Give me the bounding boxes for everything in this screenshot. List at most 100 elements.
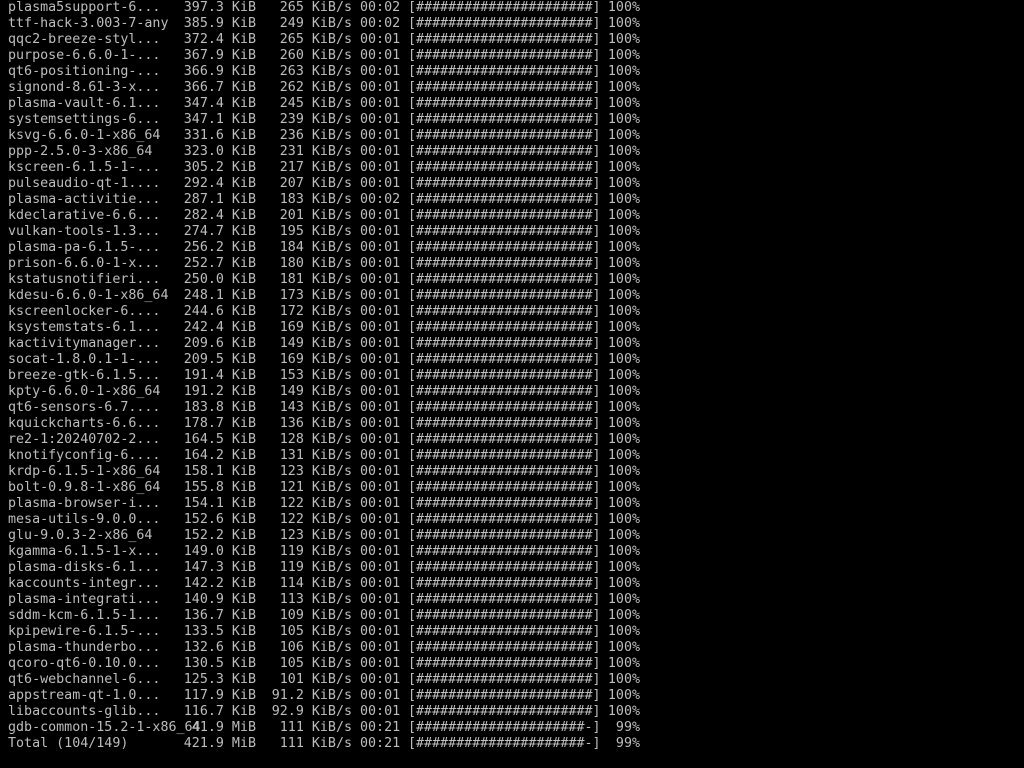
package-name: appstream-qt-1.0... [8,688,161,703]
package-name: breeze-gtk-6.1.5... [8,368,161,383]
download-size: 252.7 KiB [183,256,256,271]
progress-percent: 100% [607,288,640,303]
package-name: kgamma-6.1.5-1-x... [8,544,161,559]
download-progress-line: libaccounts-glib... 116.7 KiB 92.9 KiB/s 00… [0,704,640,720]
package-name: kaccounts-integr... [8,576,161,591]
package-name: purpose-6.6.0-1-... [8,48,161,63]
download-speed: 207 KiB/s [279,176,352,191]
download-speed: 149 KiB/s [279,384,352,399]
download-size: 116.7 KiB [183,704,256,719]
elapsed-time: 00:01 [360,368,401,383]
download-progress-line: kdeclarative-6.6... 282.4 KiB 201 KiB/s 00:… [0,208,640,224]
download-progress-line: systemsettings-6... 347.1 KiB 239 KiB/s 00:… [0,112,640,128]
download-size: 397.3 KiB [183,0,256,15]
download-speed: 109 KiB/s [279,608,352,623]
progress-bar: [######################] [408,240,601,255]
elapsed-time: 00:01 [360,176,401,191]
package-name: prison-6.6.0-1-x... [8,256,161,271]
progress-percent: 100% [607,384,640,399]
progress-percent: 100% [607,464,640,479]
download-progress-line: qt6-sensors-6.7.... 183.8 KiB 143 KiB/s 00:… [0,400,640,416]
elapsed-time: 00:01 [360,288,401,303]
elapsed-time: 00:01 [360,528,401,543]
download-progress-line: kdesu-6.6.0-1-x86_64 248.1 KiB 173 KiB/s 00… [0,288,640,304]
elapsed-time: 00:01 [360,128,401,143]
download-progress-line: breeze-gtk-6.1.5... 191.4 KiB 153 KiB/s 00:… [0,368,640,384]
progress-percent: 100% [607,112,640,127]
download-progress-line: kscreen-6.1.5-1-... 305.2 KiB 217 KiB/s 00:… [0,160,640,176]
progress-percent: 100% [607,144,640,159]
progress-percent: 100% [607,640,640,655]
download-speed: 91.2 KiB/s [271,688,352,703]
progress-percent: 100% [607,624,640,639]
download-speed: 121 KiB/s [279,480,352,495]
download-progress-line: krdp-6.1.5-1-x86_64 158.1 KiB 123 KiB/s 00:… [0,464,640,480]
download-speed: 153 KiB/s [279,368,352,383]
elapsed-time: 00:01 [360,576,401,591]
package-name: re2-1:20240702-2... [8,432,161,447]
elapsed-time: 00:01 [360,400,401,415]
progress-bar: [#####################-] [408,736,601,751]
package-name: kquickcharts-6.6... [8,416,161,431]
elapsed-time: 00:01 [360,304,401,319]
download-size: 372.4 KiB [183,32,256,47]
package-name: kstatusnotifieri... [8,272,161,287]
progress-percent: 100% [607,80,640,95]
download-size: 125.3 KiB [183,672,256,687]
progress-percent: 100% [607,32,640,47]
download-progress-line: kpipewire-6.1.5-... 133.5 KiB 105 KiB/s 00:… [0,624,640,640]
download-size: 347.1 KiB [183,112,256,127]
progress-percent: 100% [607,432,640,447]
download-size: 133.5 KiB [183,624,256,639]
progress-bar: [######################] [408,160,601,175]
download-speed: 260 KiB/s [279,48,352,63]
download-size: 366.7 KiB [183,80,256,95]
download-size: 152.2 KiB [183,528,256,543]
elapsed-time: 00:01 [360,688,401,703]
download-size: 274.7 KiB [183,224,256,239]
progress-bar: [#####################-] [408,720,601,735]
elapsed-time: 00:01 [360,272,401,287]
progress-bar: [######################] [408,576,601,591]
download-progress-line: plasma-thunderbo... 132.6 KiB 106 KiB/s 00:… [0,640,640,656]
elapsed-time: 00:01 [360,496,401,511]
download-size: 242.4 KiB [183,320,256,335]
package-name: plasma5support-6... [8,0,161,15]
elapsed-time: 00:01 [360,384,401,399]
elapsed-time: 00:01 [360,592,401,607]
progress-percent: 100% [607,352,640,367]
progress-percent: 100% [607,304,640,319]
download-speed: 113 KiB/s [279,592,352,607]
download-speed: 105 KiB/s [279,624,352,639]
package-name: systemsettings-6... [8,112,161,127]
package-name: qt6-webchannel-6... [8,672,161,687]
download-progress-line: ksystemstats-6.1... 242.4 KiB 169 KiB/s 00:… [0,320,640,336]
download-progress-line: qqc2-breeze-styl... 372.4 KiB 265 KiB/s 00:… [0,32,640,48]
progress-bar: [######################] [408,624,601,639]
progress-bar: [######################] [408,592,601,607]
download-progress-line: kaccounts-integr... 142.2 KiB 114 KiB/s 00:… [0,576,640,592]
package-name: kdesu-6.6.0-1-x86_64 [8,288,169,303]
progress-percent: 100% [607,416,640,431]
elapsed-time: 00:01 [360,704,401,719]
elapsed-time: 00:01 [360,544,401,559]
progress-percent: 100% [607,256,640,271]
download-speed: 183 KiB/s [279,192,352,207]
elapsed-time: 00:01 [360,64,401,79]
progress-bar: [######################] [408,128,601,143]
download-speed: 123 KiB/s [279,528,352,543]
download-progress-line: qt6-webchannel-6... 125.3 KiB 101 KiB/s 00:… [0,672,640,688]
package-name: glu-9.0.3-2-x86_64 [8,528,153,543]
package-name: signond-8.61-3-x... [8,80,161,95]
download-speed: 114 KiB/s [279,576,352,591]
progress-bar: [######################] [408,144,601,159]
download-speed: 173 KiB/s [279,288,352,303]
progress-percent: 100% [607,608,640,623]
elapsed-time: 00:01 [360,656,401,671]
total-progress-line: Total (104/149) 421.9 MiB 111 KiB/s 00:21 [#… [0,736,640,752]
download-speed: 105 KiB/s [279,656,352,671]
progress-bar: [######################] [408,496,601,511]
elapsed-time: 00:01 [360,48,401,63]
download-progress-line: plasma-browser-i... 154.1 KiB 122 KiB/s 00:… [0,496,640,512]
